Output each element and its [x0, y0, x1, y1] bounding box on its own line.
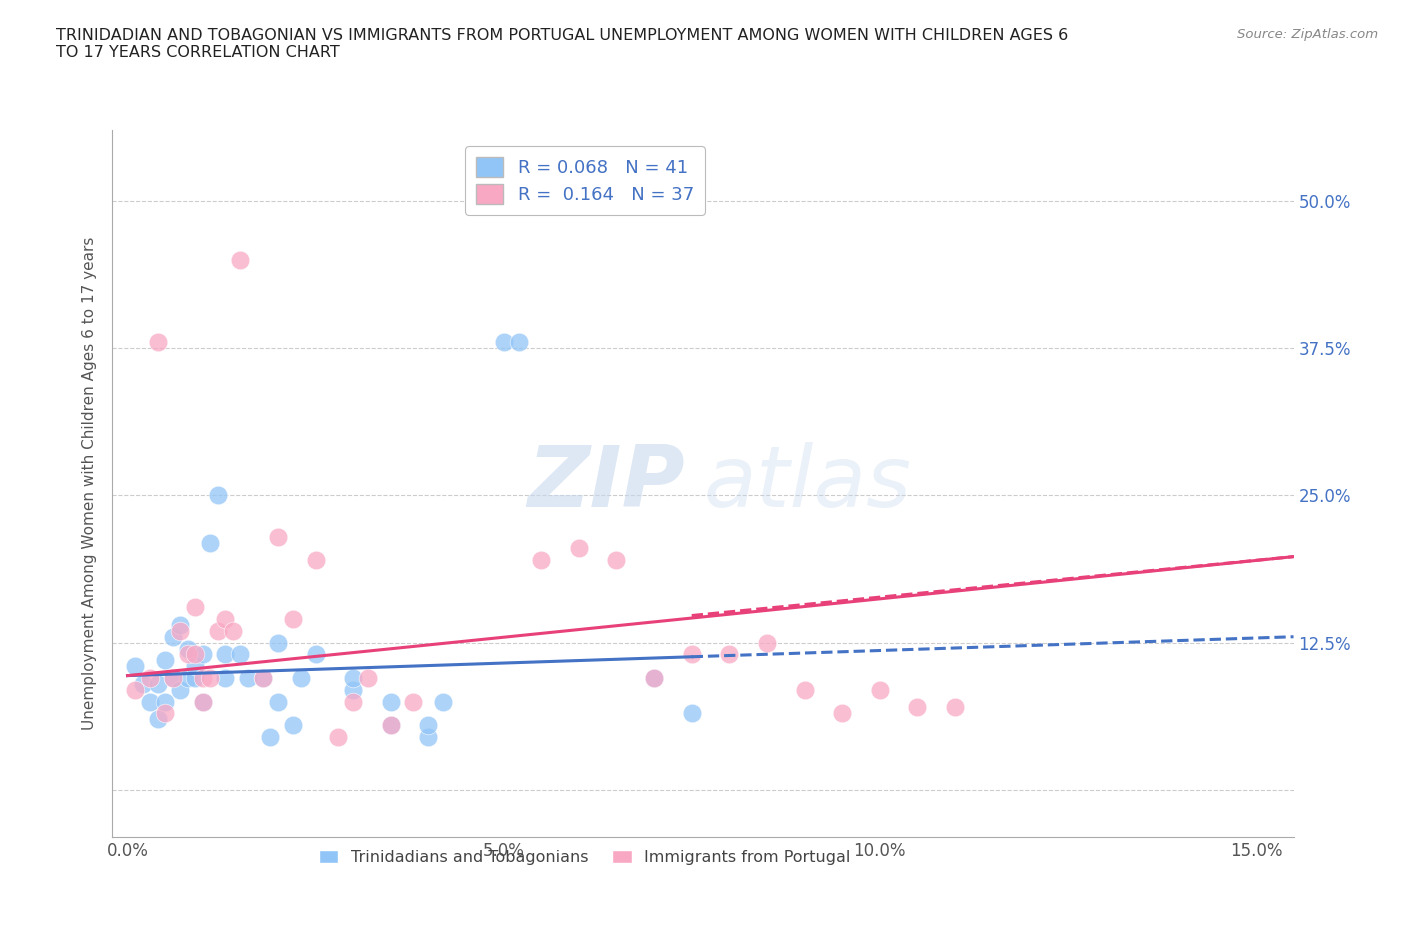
- Point: [191, 671, 214, 685]
- Point: [184, 647, 207, 662]
- Point: [222, 623, 245, 638]
- Point: [267, 635, 290, 650]
- Point: [177, 647, 200, 662]
- Point: [200, 535, 222, 550]
- Point: [793, 683, 815, 698]
- Point: [229, 252, 252, 267]
- Point: [200, 671, 222, 685]
- Point: [290, 671, 312, 685]
- Point: [169, 623, 191, 638]
- Point: [281, 718, 304, 733]
- Point: [153, 706, 176, 721]
- Point: [169, 683, 191, 698]
- Point: [432, 694, 454, 709]
- Point: [418, 718, 440, 733]
- Point: [681, 706, 703, 721]
- Point: [252, 671, 274, 685]
- Point: [304, 552, 326, 567]
- Text: ZIP: ZIP: [527, 442, 685, 525]
- Point: [153, 653, 176, 668]
- Point: [905, 700, 928, 715]
- Point: [380, 718, 402, 733]
- Point: [214, 671, 236, 685]
- Point: [304, 647, 326, 662]
- Point: [342, 683, 364, 698]
- Point: [267, 529, 290, 544]
- Point: [418, 729, 440, 744]
- Point: [124, 683, 146, 698]
- Point: [177, 671, 200, 685]
- Point: [568, 541, 591, 556]
- Point: [530, 552, 553, 567]
- Point: [605, 552, 627, 567]
- Point: [943, 700, 966, 715]
- Point: [191, 694, 214, 709]
- Point: [146, 711, 169, 726]
- Text: Source: ZipAtlas.com: Source: ZipAtlas.com: [1237, 28, 1378, 41]
- Point: [124, 658, 146, 673]
- Point: [162, 630, 184, 644]
- Point: [214, 647, 236, 662]
- Point: [236, 671, 259, 685]
- Point: [146, 676, 169, 691]
- Y-axis label: Unemployment Among Women with Children Ages 6 to 17 years: Unemployment Among Women with Children A…: [82, 237, 97, 730]
- Point: [357, 671, 380, 685]
- Point: [643, 671, 665, 685]
- Point: [869, 683, 891, 698]
- Legend: Trinidadians and Tobagonians, Immigrants from Portugal: Trinidadians and Tobagonians, Immigrants…: [312, 844, 858, 871]
- Point: [184, 658, 207, 673]
- Point: [342, 694, 364, 709]
- Point: [191, 694, 214, 709]
- Point: [342, 671, 364, 685]
- Point: [492, 335, 515, 350]
- Point: [328, 729, 350, 744]
- Point: [184, 600, 207, 615]
- Text: atlas: atlas: [703, 442, 911, 525]
- Point: [831, 706, 853, 721]
- Point: [162, 671, 184, 685]
- Point: [259, 729, 281, 744]
- Point: [162, 671, 184, 685]
- Point: [184, 671, 207, 685]
- Point: [146, 335, 169, 350]
- Point: [207, 488, 229, 503]
- Point: [169, 618, 191, 632]
- Point: [508, 335, 530, 350]
- Point: [643, 671, 665, 685]
- Point: [207, 623, 229, 638]
- Point: [267, 694, 290, 709]
- Point: [380, 694, 402, 709]
- Point: [139, 671, 162, 685]
- Point: [153, 694, 176, 709]
- Point: [252, 671, 274, 685]
- Point: [214, 612, 236, 627]
- Point: [281, 612, 304, 627]
- Point: [177, 641, 200, 656]
- Point: [229, 647, 252, 662]
- Point: [755, 635, 778, 650]
- Point: [139, 694, 162, 709]
- Text: TRINIDADIAN AND TOBAGONIAN VS IMMIGRANTS FROM PORTUGAL UNEMPLOYMENT AMONG WOMEN : TRINIDADIAN AND TOBAGONIAN VS IMMIGRANTS…: [56, 28, 1069, 60]
- Point: [402, 694, 425, 709]
- Point: [681, 647, 703, 662]
- Point: [380, 718, 402, 733]
- Point: [191, 647, 214, 662]
- Point: [131, 676, 153, 691]
- Point: [718, 647, 741, 662]
